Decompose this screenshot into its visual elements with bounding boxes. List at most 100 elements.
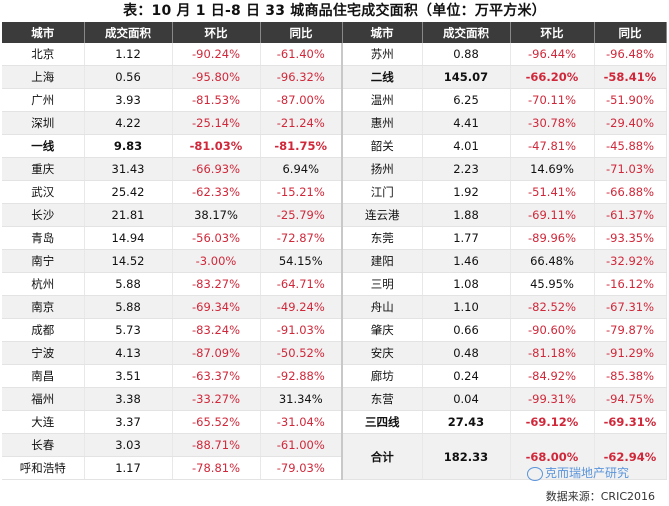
yoy-cell: -61.37% <box>594 203 667 227</box>
yoy-cell: -45.88% <box>594 134 667 158</box>
city-cell: 南宁 <box>2 249 85 273</box>
city-cell: 三四线 <box>342 410 423 434</box>
city-cell: 东莞 <box>342 226 423 250</box>
mom-cell: -81.03% <box>172 134 261 158</box>
table-row: 福州 3.38 -33.27% 31.34% 东营 0.04 -99.31% -94.75% <box>2 387 667 411</box>
yoy-cell: 6.94% <box>260 157 343 181</box>
table-row: 广州 3.93 -81.53% -87.00% 温州 6.25 -70.11% -51.90% <box>2 88 667 112</box>
mom-cell: -56.03% <box>172 226 261 250</box>
mom-cell: -30.78% <box>510 111 595 135</box>
area-cell: 4.13 <box>84 341 173 365</box>
yoy-cell: -31.04% <box>260 410 343 434</box>
yoy-cell: -71.03% <box>594 157 667 181</box>
header-city-right: 城市 <box>342 22 423 43</box>
area-cell: 3.03 <box>84 433 173 457</box>
area-cell: 4.01 <box>422 134 511 158</box>
table-row: 北京 1.12 -90.24% -61.40% 苏州 0.88 -96.44% -96.48% <box>2 43 667 66</box>
mom-cell: -70.11% <box>510 88 595 112</box>
mom-cell: -25.14% <box>172 111 261 135</box>
area-cell: 3.93 <box>84 88 173 112</box>
header-mom-left: 环比 <box>172 22 261 43</box>
yoy-cell: -96.48% <box>594 43 667 66</box>
yoy-cell: -81.75% <box>260 134 343 158</box>
header-yoy-right: 同比 <box>594 22 667 43</box>
area-cell: 31.43 <box>84 157 173 181</box>
area-cell: 3.37 <box>84 410 173 434</box>
area-cell: 1.08 <box>422 272 511 296</box>
city-cell: 北京 <box>2 43 85 66</box>
watermark-text: 克而瑞地产研究 <box>545 466 630 480</box>
yoy-cell: -29.40% <box>594 111 667 135</box>
yoy-cell: -69.31% <box>594 410 667 434</box>
city-cell: 连云港 <box>342 203 423 227</box>
wechat-icon <box>527 466 543 481</box>
mom-cell: -82.52% <box>510 295 595 319</box>
mom-cell: -90.24% <box>172 43 261 66</box>
table-row: 成都 5.73 -83.24% -91.03% 肇庆 0.66 -90.60% -79.87% <box>2 318 667 342</box>
area-cell: 0.56 <box>84 65 173 89</box>
mom-cell: -83.27% <box>172 272 261 296</box>
city-cell: 南昌 <box>2 364 85 388</box>
city-cell: 成都 <box>2 318 85 342</box>
header-yoy-left: 同比 <box>260 22 343 43</box>
header-row: 城市 成交面积 环比 同比 城市 成交面积 环比 同比 <box>2 22 667 43</box>
area-cell: 3.51 <box>84 364 173 388</box>
yoy-cell: -51.90% <box>594 88 667 112</box>
table-row: 杭州 5.88 -83.27% -64.71% 三明 1.08 45.95% -16.12% <box>2 272 667 296</box>
area-cell: 0.88 <box>422 43 511 66</box>
table-row: 长沙 21.81 38.17% -25.79% 连云港 1.88 -69.11% -61.37… <box>2 203 667 227</box>
table-title: 表：10 月 1 日-8 日 33 城商品住宅成交面积（单位：万平方米） <box>123 3 546 19</box>
mom-cell: -69.12% <box>510 410 595 434</box>
mom-cell: -65.52% <box>172 410 261 434</box>
yoy-cell: -91.29% <box>594 341 667 365</box>
area-cell: 0.66 <box>422 318 511 342</box>
area-cell: 21.81 <box>84 203 173 227</box>
yoy-cell: -49.24% <box>260 295 343 319</box>
area-cell: 14.94 <box>84 226 173 250</box>
mom-cell: -99.31% <box>510 387 595 411</box>
city-cell: 呼和浩特 <box>2 456 85 480</box>
yoy-cell: -79.03% <box>260 456 343 480</box>
mom-cell: -90.60% <box>510 318 595 342</box>
area-cell: 1.92 <box>422 180 511 204</box>
mom-cell: -33.27% <box>172 387 261 411</box>
yoy-cell: -50.52% <box>260 341 343 365</box>
yoy-cell: -79.87% <box>594 318 667 342</box>
yoy-cell: -32.92% <box>594 249 667 273</box>
mom-cell: 38.17% <box>172 203 261 227</box>
table-row: 上海 0.56 -95.80% -96.32% 二线 145.07 -66.20% -58.4… <box>2 65 667 89</box>
mom-cell: -69.11% <box>510 203 595 227</box>
mom-cell: 45.95% <box>510 272 595 296</box>
area-cell: 0.24 <box>422 364 511 388</box>
city-cell: 武汉 <box>2 180 85 204</box>
mom-cell: 14.69% <box>510 157 595 181</box>
city-cell: 杭州 <box>2 272 85 296</box>
city-cell: 舟山 <box>342 295 423 319</box>
table-row: 呼和浩特 1.17 -78.81% -79.03% <box>2 456 666 480</box>
area-cell: 5.88 <box>84 295 173 319</box>
mom-cell: -78.81% <box>172 456 261 480</box>
city-cell: 长春 <box>2 433 85 457</box>
mom-cell: -89.96% <box>510 226 595 250</box>
table-row: 宁波 4.13 -87.09% -50.52% 安庆 0.48 -81.18% -91.29% <box>2 341 667 365</box>
city-cell: 一线 <box>2 134 85 158</box>
city-cell: 江门 <box>342 180 423 204</box>
yoy-cell: -87.00% <box>260 88 343 112</box>
area-cell: 0.04 <box>422 387 511 411</box>
area-cell: 5.73 <box>84 318 173 342</box>
yoy-cell: -16.12% <box>594 272 667 296</box>
total-mom: -68.00% <box>510 433 595 480</box>
city-cell: 廊坊 <box>342 364 423 388</box>
city-cell: 肇庆 <box>342 318 423 342</box>
area-cell: 0.48 <box>422 341 511 365</box>
mom-cell: -96.44% <box>510 43 595 66</box>
area-cell: 1.17 <box>84 456 173 480</box>
mom-cell: -83.24% <box>172 318 261 342</box>
mom-cell: -87.09% <box>172 341 261 365</box>
area-cell: 9.83 <box>84 134 173 158</box>
header-area-left: 成交面积 <box>84 22 173 43</box>
mom-cell: -66.93% <box>172 157 261 181</box>
city-cell: 深圳 <box>2 111 85 135</box>
city-cell: 大连 <box>2 410 85 434</box>
table-row: 武汉 25.42 -62.33% -15.21% 江门 1.92 -51.41% -66.88… <box>2 180 667 204</box>
